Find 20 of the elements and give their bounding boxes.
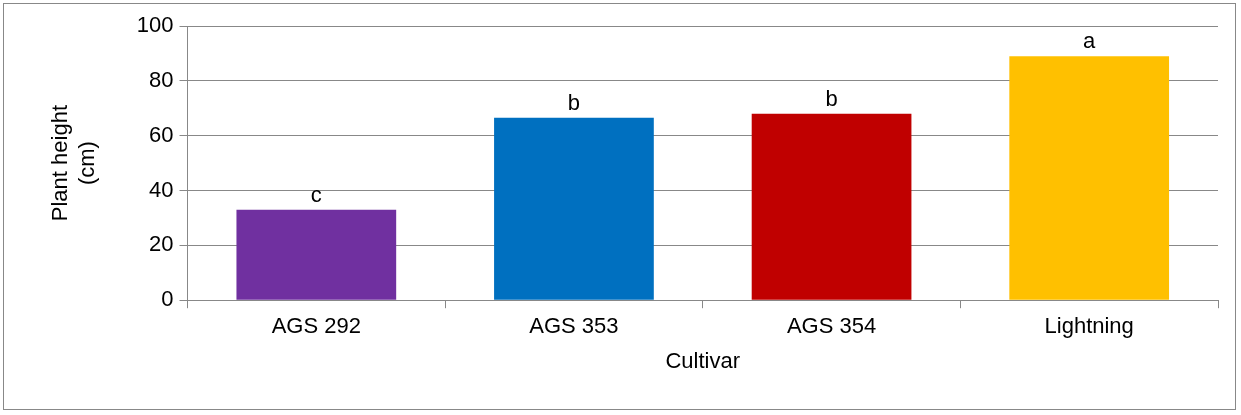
x-tick-label: AGS 354: [786, 313, 877, 339]
y-tick-label: 60: [149, 121, 174, 147]
x-tick-label: AGS 353: [529, 313, 619, 339]
y-tick-label: 20: [149, 231, 174, 257]
bar: [1009, 56, 1170, 300]
y-tick-label: 40: [149, 176, 174, 202]
x-tick-label: AGS 292: [271, 313, 361, 339]
y-axis-title: Plant height (cm): [47, 105, 99, 222]
x-axis-title: Cultivar: [665, 347, 741, 373]
bar: [494, 117, 654, 300]
y-tick-label: 80: [149, 66, 174, 92]
x-tick-label: Lightning: [1044, 313, 1134, 339]
annotation: c: [310, 181, 322, 207]
bar: [751, 113, 912, 300]
y-tick-label: 100: [136, 12, 174, 38]
annotation: b: [825, 85, 838, 111]
annotation: a: [1083, 28, 1097, 54]
bar: [236, 209, 397, 300]
annotation: b: [567, 89, 581, 115]
y-tick-label: 0: [161, 286, 174, 312]
